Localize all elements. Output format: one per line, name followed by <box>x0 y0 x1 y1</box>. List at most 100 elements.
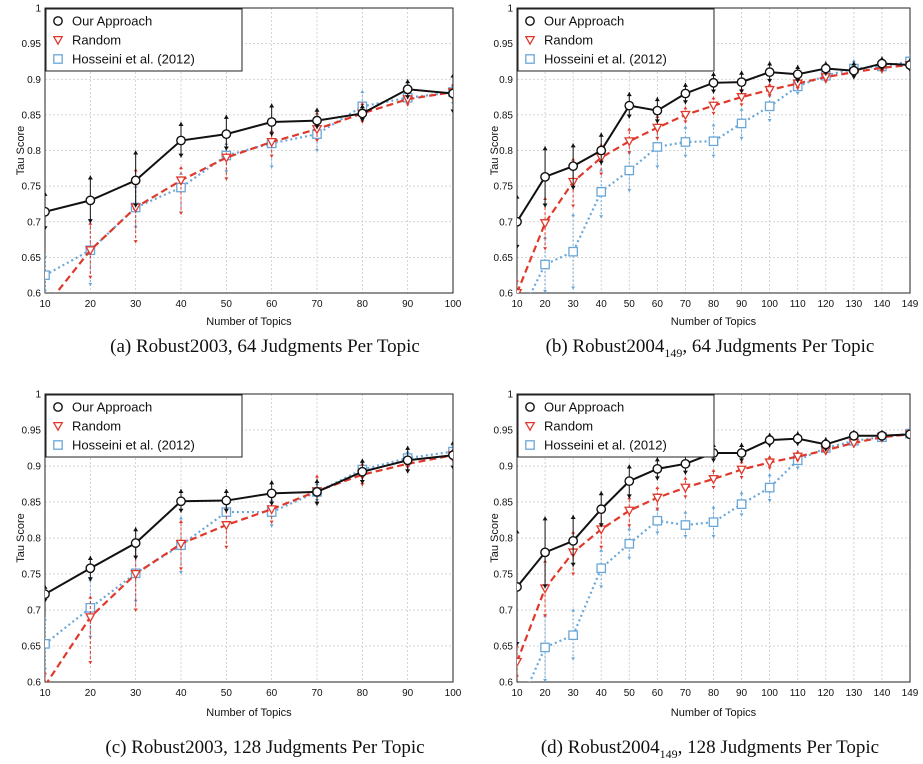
y-tick-label: 0.75 <box>494 182 514 193</box>
x-tick-label: 10 <box>39 688 51 699</box>
data-point <box>448 88 453 99</box>
series-line <box>45 450 453 645</box>
error-cap <box>795 450 800 454</box>
error-cap <box>179 211 183 215</box>
error-cap <box>627 524 632 528</box>
error-cap <box>315 138 319 142</box>
error-cap <box>767 499 772 502</box>
legend-marker <box>525 402 535 412</box>
data-point <box>221 495 232 506</box>
error-cap <box>314 501 320 506</box>
series-line <box>54 90 453 293</box>
error-cap <box>179 571 183 574</box>
data-point <box>905 60 910 70</box>
plot-frame <box>44 393 454 683</box>
legend-marker <box>525 16 535 26</box>
error-cap <box>711 505 716 509</box>
data-point <box>85 195 96 206</box>
error-cap <box>315 474 319 478</box>
error-cap <box>45 671 47 675</box>
error-cap <box>655 486 660 490</box>
error-cap <box>571 204 576 208</box>
x-tick-label: 70 <box>311 688 323 699</box>
data-point <box>736 499 747 510</box>
error-cap <box>767 94 772 98</box>
x-tick-label: 40 <box>175 688 187 699</box>
error-cap <box>269 501 275 506</box>
data-point <box>85 246 96 256</box>
error-cap <box>223 489 229 494</box>
data-point <box>517 216 522 227</box>
legend-marker <box>53 402 63 412</box>
error-cap <box>739 107 744 111</box>
error-cap <box>683 106 688 110</box>
x-tick-label: 10 <box>39 299 51 310</box>
x-axis-label: Number of Topics <box>206 707 292 719</box>
error-cap <box>88 595 93 599</box>
y-tick-label: 0.85 <box>22 498 42 509</box>
y-tick-label: 1 <box>35 4 41 15</box>
data-point <box>708 101 719 112</box>
plot-area <box>517 428 910 682</box>
error-cap <box>223 508 229 513</box>
error-cap <box>43 319 47 322</box>
data-point <box>85 613 96 623</box>
error-cap <box>570 514 576 519</box>
error-cap <box>45 584 48 589</box>
error-cap <box>517 278 519 282</box>
x-tick-label: 130 <box>846 299 863 310</box>
error-cap <box>851 75 857 80</box>
data-point <box>764 482 775 493</box>
data-point <box>708 517 719 528</box>
series-1 <box>45 73 453 231</box>
data-point <box>266 117 277 127</box>
error-cap <box>517 194 520 199</box>
y-tick-label: 0.8 <box>499 146 513 157</box>
error-cap <box>450 440 453 445</box>
error-cap <box>711 486 716 490</box>
legend-label: Hosseini et al. (2012) <box>72 438 195 453</box>
y-tick-label: 0.95 <box>22 426 42 437</box>
error-cap <box>683 120 688 124</box>
data-point <box>568 630 578 641</box>
data-point <box>680 110 691 121</box>
error-cap <box>711 468 716 472</box>
data-point <box>221 129 232 140</box>
y-axis-label: Tau Score <box>489 513 501 563</box>
error-cap <box>88 282 93 286</box>
error-cap <box>767 82 772 86</box>
x-tick-label: 70 <box>680 299 692 310</box>
error-cap <box>598 523 604 528</box>
error-cap <box>517 529 520 534</box>
x-axis-label: Number of Topics <box>671 707 757 719</box>
legend-label: Random <box>72 33 121 48</box>
plot-area <box>517 54 910 293</box>
data-point <box>624 476 635 487</box>
error-cap <box>45 253 47 257</box>
data-point <box>540 171 550 182</box>
y-axis-label: Tau Score <box>15 513 27 563</box>
y-tick-label: 0.9 <box>499 75 513 86</box>
y-tick-label: 0.6 <box>499 678 513 689</box>
data-point <box>708 77 719 88</box>
legend: Our Approach Random Hosseini et al. (2012) <box>517 8 715 72</box>
error-cap <box>359 480 365 484</box>
data-point <box>792 69 803 80</box>
data-point <box>736 448 747 458</box>
error-cap <box>224 170 229 174</box>
error-cap <box>598 160 604 165</box>
data-point <box>176 135 186 146</box>
y-tick-label: 0.6 <box>27 678 41 689</box>
series-line <box>45 88 453 213</box>
error-cap <box>626 464 632 469</box>
legend: Our Approach Random Hosseini et al. (2012) <box>517 394 715 458</box>
y-tick-label: 0.7 <box>499 217 513 228</box>
legend-label: Hosseini et al. (2012) <box>72 52 195 67</box>
legend-label: Random <box>544 33 593 48</box>
error-cap <box>739 89 745 94</box>
error-cap <box>542 146 548 151</box>
data-point <box>85 563 96 574</box>
error-cap <box>517 642 520 646</box>
error-cap <box>269 103 275 108</box>
error-cap <box>571 572 576 576</box>
